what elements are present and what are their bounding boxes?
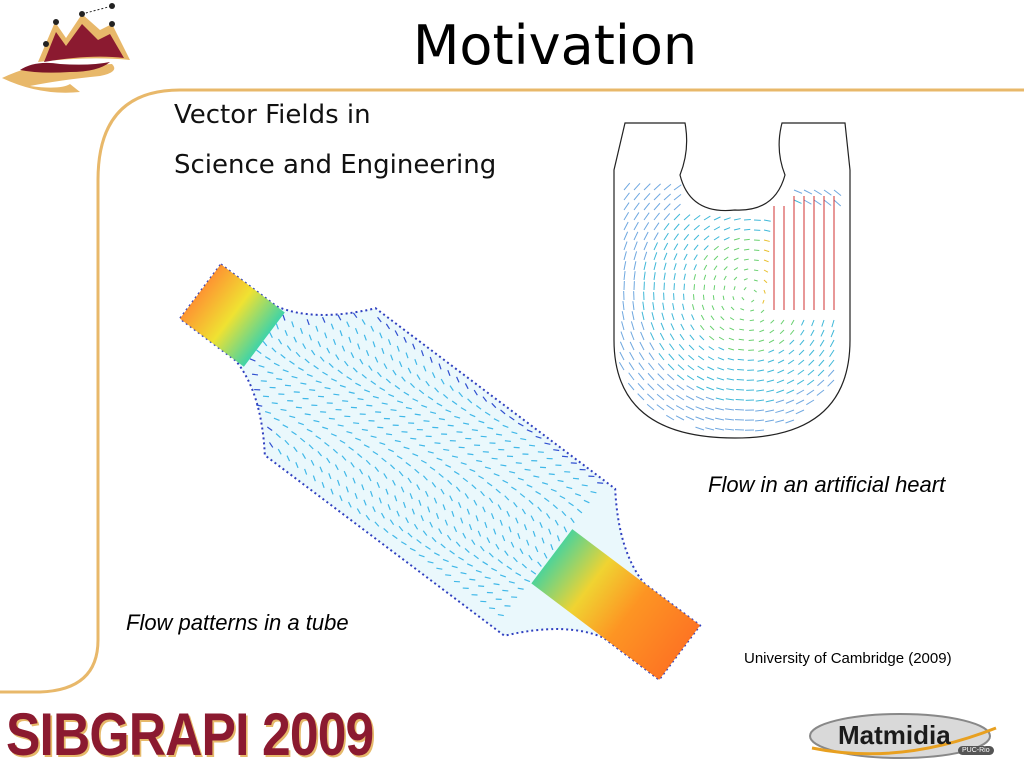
matmidia-label: Matmidia (838, 720, 951, 751)
subtitle-line-2: Science and Engineering (174, 150, 496, 180)
heart-caption: Flow in an artificial heart (708, 472, 945, 498)
subtitle-line-1: Vector Fields in (174, 100, 371, 130)
image-credit: University of Cambridge (2009) (744, 650, 952, 667)
sibgrapi-logo: SIBGRAPI 2009 (6, 700, 373, 769)
tube-caption: Flow patterns in a tube (126, 610, 349, 636)
slide-title: Motivation (0, 14, 1024, 77)
matmidia-logo: Matmidia PUC-Rio (800, 708, 1005, 763)
puc-rio-badge: PUC-Rio (958, 746, 994, 755)
heart-flow-image (610, 120, 860, 442)
